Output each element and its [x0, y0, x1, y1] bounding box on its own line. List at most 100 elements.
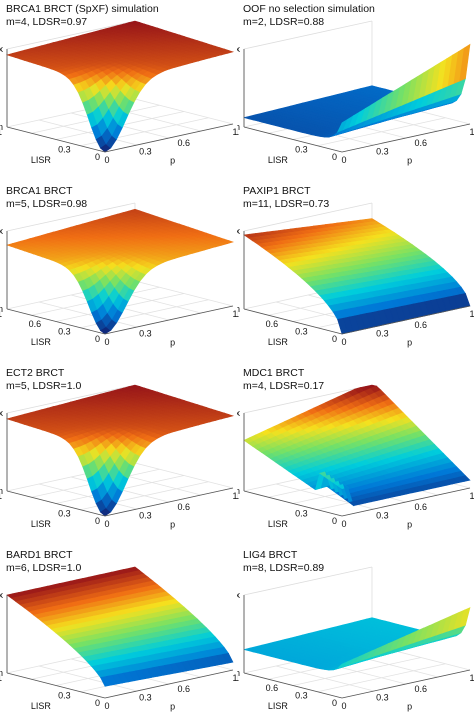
lisr-axis-label: LISR: [268, 337, 289, 347]
panel-subtitle: m=8, LDSR=0.89: [243, 562, 325, 574]
surface-cell: [222, 652, 234, 664]
lisr-axis-label: LISR: [268, 701, 289, 711]
p-tick-label: 1: [469, 127, 474, 137]
surface-cell: [459, 43, 471, 82]
lisr-tick-label: 0: [332, 334, 337, 344]
surface-mesh: [243, 43, 471, 138]
p-tick-label: 0: [341, 155, 346, 165]
p-axis-label: p: [170, 337, 175, 347]
lisr-tick-label: 0: [95, 516, 100, 526]
z-axis-min-label: Min: [0, 122, 3, 132]
p-tick-label: 0: [341, 701, 346, 711]
panel-mdc1: Max Min 0 0.3 0.6 1 0 0.3 1 p LISR MDC1 BRCT m=4, …: [237, 364, 474, 546]
surface-mesh: [5, 208, 235, 335]
lisr-tick-label: 1: [237, 127, 239, 137]
surface-mesh: [5, 20, 235, 153]
lisr-tick-label: 0.6: [266, 319, 279, 329]
lisr-tick-label: 0.3: [295, 691, 308, 701]
surface-plot: Max Min 0 0.3 0.6 1 0 0.3 1 p LISR: [237, 384, 474, 529]
panel-title: ECT2 BRCT: [6, 367, 65, 379]
p-tick-label: 0: [341, 519, 346, 529]
lisr-tick-label: 1: [237, 309, 239, 319]
p-tick-label: 0: [104, 337, 109, 347]
p-tick-label: 1: [232, 673, 237, 683]
p-tick-label: 1: [232, 127, 237, 137]
panel-subtitle: m=5, LDSR=0.98: [6, 198, 88, 210]
panel-title: OOF no selection simulation: [243, 3, 375, 15]
p-tick-label: 0.3: [376, 147, 389, 157]
p-tick-label: 0.6: [415, 138, 428, 148]
p-tick-label: 0: [104, 701, 109, 711]
surface-plot: Max Min 0 0.3 0.6 1 0 0.3 0.6 1 p LISR: [237, 566, 474, 711]
lisr-tick-label: 0.3: [58, 145, 71, 155]
lisr-tick-label: 1: [237, 491, 239, 501]
p-tick-label: 0.3: [376, 693, 389, 703]
surface-mesh: [243, 218, 471, 335]
surface-cell: [221, 240, 235, 245]
panel-brca1: Max Min 0 0.3 1 0 0.3 0.6 1 p LISR BRCA1 BRCT m=5,…: [0, 182, 237, 364]
z-axis-min-label: Min: [237, 122, 240, 132]
panel-title: MDC1 BRCT: [243, 367, 305, 379]
lisr-tick-label: 0.3: [295, 327, 308, 337]
lisr-tick-label: 0.3: [58, 691, 71, 701]
surface-mesh: [6, 566, 234, 687]
z-axis-max-label: Max: [237, 226, 240, 236]
p-axis-label: p: [407, 155, 412, 165]
lisr-tick-label: 0.3: [295, 509, 308, 519]
z-axis-min-label: Min: [0, 304, 3, 314]
panel-subtitle: m=6, LDSR=1.0: [6, 562, 82, 574]
p-axis-label: p: [407, 519, 412, 529]
p-tick-label: 0.3: [376, 329, 389, 339]
z-axis-max-label: Max: [0, 590, 3, 600]
p-tick-label: 1: [232, 309, 237, 319]
surface-plot: Max Min 0 0.3 0.6 1 0 0.3 1 p LISR: [0, 20, 237, 165]
panel-subtitle: m=2, LDSR=0.88: [243, 16, 325, 28]
z-axis-max-label: Max: [237, 590, 240, 600]
panel-title: BRCA1 BRCT (SpXF) simulation: [6, 3, 159, 15]
surface-cell: [221, 414, 235, 418]
z-axis-min-label: Min: [237, 486, 240, 496]
lisr-tick-label: 0: [95, 152, 100, 162]
panel-ect2: Max Min 0 0.3 0.6 1 0 0.3 1 p LISR ECT2 BRCT m=5, …: [0, 364, 237, 546]
lisr-axis-label: LISR: [31, 519, 52, 529]
p-axis-label: p: [170, 519, 175, 529]
surface-mesh: [243, 384, 471, 507]
surface-plot: Max Min 0 0.3 0.6 1 0 0.3 1 p LISR: [0, 384, 237, 529]
p-tick-label: 1: [469, 309, 474, 319]
p-tick-label: 0: [104, 519, 109, 529]
p-tick-label: 0.3: [139, 511, 152, 521]
p-tick-label: 1: [232, 491, 237, 501]
p-tick-label: 0: [341, 337, 346, 347]
lisr-tick-label: 0: [95, 334, 100, 344]
p-tick-label: 1: [469, 673, 474, 683]
surface-plot: Max Min 0 0.3 0.6 1 0 0.3 1 p LISR: [237, 20, 474, 165]
z-axis-max-label: Max: [0, 44, 3, 54]
surface-plot: Max Min 0 0.3 1 0 0.3 0.6 1 p LISR: [0, 202, 237, 347]
panel-title: PAXIP1 BRCT: [243, 185, 311, 197]
surface-cell: [221, 50, 235, 54]
z-axis-max-label: Max: [0, 408, 3, 418]
panel-brca1-spxf: Max Min 0 0.3 0.6 1 0 0.3 1 p LISR BRCA1 BRCT (SpX…: [0, 0, 237, 182]
panel-title: BARD1 BRCT: [6, 549, 73, 561]
p-tick-label: 0.6: [178, 684, 191, 694]
z-axis-max-label: Max: [237, 44, 240, 54]
z-axis-min-label: Min: [237, 668, 240, 678]
panel-subtitle: m=5, LDSR=1.0: [6, 380, 82, 392]
lisr-axis-label: LISR: [268, 519, 289, 529]
lisr-tick-label: 0.6: [29, 319, 42, 329]
lisr-tick-label: 1: [0, 127, 2, 137]
lisr-tick-label: 0: [332, 698, 337, 708]
p-tick-label: 0.3: [376, 511, 389, 521]
lisr-axis-label: LISR: [268, 155, 289, 165]
lisr-tick-label: 0: [332, 152, 337, 162]
lisr-axis-label: LISR: [31, 701, 52, 711]
z-axis-min-label: Min: [0, 486, 3, 496]
lisr-axis-label: LISR: [31, 155, 52, 165]
panel-subtitle: m=4, LDSR=0.17: [243, 380, 325, 392]
panel-title: LIG4 BRCT: [243, 549, 298, 561]
panel-subtitle: m=4, LDSR=0.97: [6, 16, 88, 28]
lisr-tick-label: 0: [332, 516, 337, 526]
surface-cell: [459, 607, 471, 628]
lisr-axis-label: LISR: [31, 337, 52, 347]
